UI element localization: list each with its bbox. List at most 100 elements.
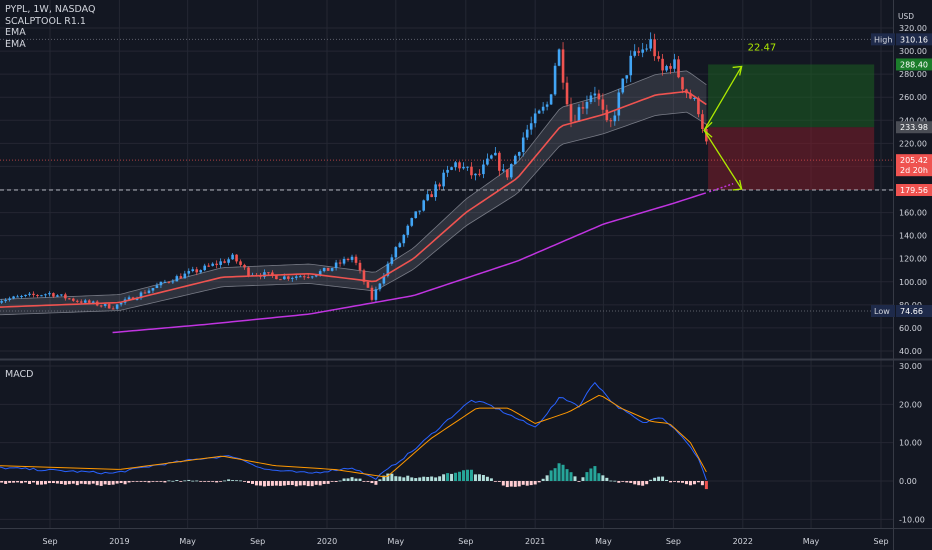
candle-body xyxy=(565,82,569,105)
candle-body xyxy=(478,173,481,175)
macd-histogram-bar xyxy=(115,481,119,484)
macd-histogram-bar xyxy=(645,481,649,485)
macd-histogram-bar xyxy=(79,481,83,484)
macd-histogram-bar xyxy=(613,480,617,482)
candle-body xyxy=(8,298,11,300)
symbol-title[interactable]: PYPL, 1W, NASDAQ xyxy=(5,4,96,15)
candle-body xyxy=(99,305,103,307)
ema-band xyxy=(0,70,707,316)
macd-histogram-bar xyxy=(549,470,553,481)
macd-histogram-bar xyxy=(306,481,310,487)
candle-body xyxy=(545,104,549,107)
macd-histogram-bar xyxy=(465,469,469,481)
candle-body xyxy=(661,58,664,71)
macd-histogram-bar xyxy=(398,476,402,481)
candle-body xyxy=(418,210,422,212)
time-tick-label: 2019 xyxy=(109,537,129,546)
candle-body xyxy=(521,137,525,153)
candle-body xyxy=(191,269,195,272)
macd-histogram-bar xyxy=(155,481,159,482)
chart-legend: PYPL, 1W, NASDAQ SCALPTOOL R1.1 EMA EMA xyxy=(5,4,95,50)
candle-body xyxy=(79,301,83,303)
macd-histogram-bar xyxy=(501,481,505,486)
candle-body xyxy=(382,275,386,284)
candle-body xyxy=(91,301,95,303)
candle-body xyxy=(681,77,684,90)
time-tick-label: May xyxy=(803,537,820,546)
macd-title[interactable]: MACD xyxy=(5,369,34,380)
macd-histogram-bar xyxy=(354,478,358,481)
macd-histogram-bar xyxy=(509,481,513,487)
candle-body xyxy=(366,281,370,288)
indicator-ema-1[interactable]: EMA xyxy=(5,27,26,38)
macd-histogram-bar xyxy=(139,481,143,482)
candle-body xyxy=(151,288,155,291)
macd-histogram-bar xyxy=(20,481,24,484)
macd-histogram-bar xyxy=(254,481,258,486)
candle-body xyxy=(474,173,477,176)
candle-body xyxy=(561,49,565,83)
macd-histogram-bar xyxy=(402,477,406,481)
macd-histogram-bar xyxy=(629,481,633,483)
macd-histogram-bar xyxy=(179,481,183,482)
time-tick-label: May xyxy=(179,537,196,546)
move-label: 22.47 xyxy=(748,42,777,53)
candle-body xyxy=(430,194,433,198)
candle-body xyxy=(275,275,278,280)
macd-histogram-bar xyxy=(35,481,39,485)
candle-body xyxy=(83,300,87,303)
candle-body xyxy=(107,304,111,309)
candle-body xyxy=(334,262,338,269)
macd-histogram-bar xyxy=(410,477,414,481)
indicator-scalptool[interactable]: SCALPTOOL R1.1 xyxy=(5,15,86,27)
candle-body xyxy=(490,155,493,159)
price-tick-label: 120.00 xyxy=(899,255,927,264)
candle-body xyxy=(362,270,366,282)
macd-histogram-bar xyxy=(191,480,195,482)
candle-body xyxy=(458,162,461,169)
candle-body xyxy=(633,51,637,56)
macd-histogram-bar xyxy=(119,481,123,484)
price-label-box xyxy=(896,184,932,197)
macd-histogram-bar xyxy=(215,481,219,483)
indicator-ema-2[interactable]: EMA xyxy=(5,38,26,50)
macd-histogram-bar xyxy=(561,464,565,481)
candle-body xyxy=(52,293,55,297)
price-label-box xyxy=(896,121,932,134)
candle-body xyxy=(318,271,322,276)
macd-histogram-bar xyxy=(231,480,235,481)
candle-body xyxy=(175,276,179,282)
macd-histogram-bar xyxy=(302,481,306,486)
candle-body xyxy=(509,164,513,178)
price-axis: 40.0060.0080.00100.00120.00140.00160.001… xyxy=(871,24,932,524)
macd-histogram-bar xyxy=(390,473,394,481)
candle-body xyxy=(645,48,648,50)
candle-body xyxy=(115,304,119,309)
macd-histogram-bar xyxy=(462,470,466,481)
candle-body xyxy=(637,51,640,53)
candle-body xyxy=(20,296,23,298)
macd-histogram-bar xyxy=(338,480,342,482)
price-label-box xyxy=(896,154,932,177)
price-tick-label: 160.00 xyxy=(899,209,927,218)
time-axis: Sep 2019 May Sep 2020 May Sep 2021 May Sep 2022 May… xyxy=(42,537,888,546)
macd-histogram-bar xyxy=(342,478,346,481)
currency-label: USD xyxy=(898,12,915,21)
macd-histogram-bar xyxy=(151,481,155,482)
macd-histogram-bar xyxy=(219,481,223,482)
candle-body xyxy=(44,294,47,296)
candle-body xyxy=(314,275,318,277)
macd-histogram-bar xyxy=(370,481,374,484)
candle-body xyxy=(517,152,521,156)
macd-histogram-bar xyxy=(87,481,91,485)
macd-histogram-bar xyxy=(95,481,99,486)
macd-histogram-bar xyxy=(147,481,151,483)
macd-tick-label: 30.00 xyxy=(899,362,922,371)
candle-body xyxy=(298,276,302,278)
candle-body xyxy=(529,123,533,130)
macd-histogram-bar xyxy=(282,481,286,486)
price-label-box xyxy=(896,58,932,71)
macd-histogram-bar xyxy=(262,481,266,487)
time-tick-label: Sep xyxy=(458,537,473,546)
macd-histogram-bar xyxy=(0,481,4,483)
